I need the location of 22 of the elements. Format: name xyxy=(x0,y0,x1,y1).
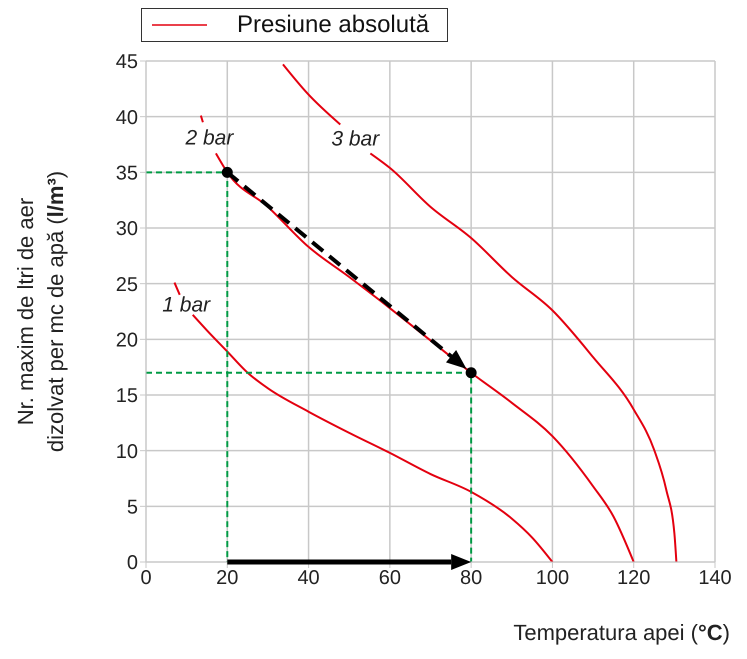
y-tick-label: 20 xyxy=(116,329,138,352)
x-tick-label: 20 xyxy=(216,567,238,590)
x-tick-label: 120 xyxy=(617,567,650,590)
y-tick-label: 30 xyxy=(116,218,138,240)
x-tick-label: 60 xyxy=(378,567,401,590)
annotation: 2 bar xyxy=(184,126,234,150)
y-tick-label: 35 xyxy=(116,162,138,184)
y-tick-label: 10 xyxy=(116,440,138,463)
x-tick-label: 140 xyxy=(698,567,732,590)
legend-label: Presiune absolută xyxy=(237,11,430,39)
y-tick-label: 0 xyxy=(126,552,138,574)
x-tick-label: 100 xyxy=(536,567,570,590)
y-tick-label: 40 xyxy=(116,106,138,129)
x-tick-label: 40 xyxy=(297,567,320,590)
x-axis-title: Temperatura apei (°C) xyxy=(513,620,730,645)
y-tick-label: 25 xyxy=(116,274,138,296)
y-tick-label: 15 xyxy=(116,385,138,408)
x-tick-label: 80 xyxy=(460,567,482,590)
y-tick-label: 45 xyxy=(116,51,138,74)
y-tick-label: 5 xyxy=(126,496,138,518)
annotation: 1 bar xyxy=(162,293,212,316)
annotation: 3 bar xyxy=(331,127,380,150)
